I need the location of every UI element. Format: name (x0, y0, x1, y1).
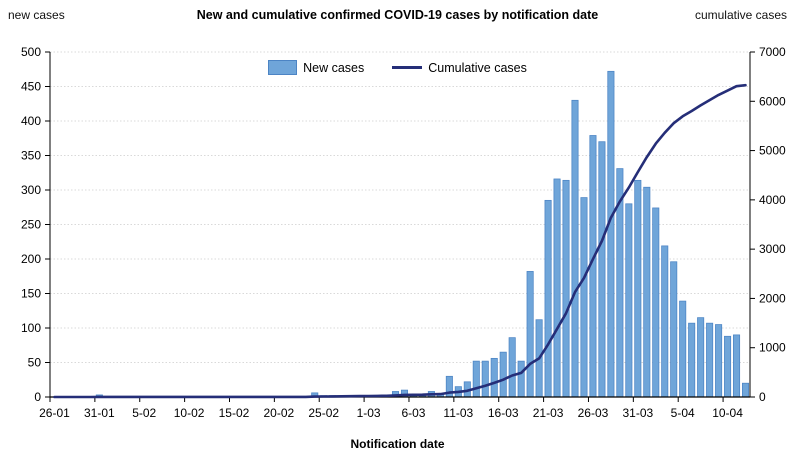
new-cases-bar (741, 382, 750, 398)
right-axis-tick-label: 0 (759, 390, 766, 404)
legend-label-new-cases: New cases (303, 60, 365, 75)
right-axis-tick-label: 1000 (759, 341, 786, 355)
x-axis-tick-label: 31-03 (622, 406, 653, 420)
x-axis-tick-label: 5-02 (132, 406, 156, 420)
x-axis-tick-label: 1-03 (357, 406, 381, 420)
left-axis-tick-label: 300 (21, 183, 41, 197)
legend-item-cumulative: Cumulative cases (392, 61, 527, 75)
new-cases-bar (526, 271, 534, 398)
new-cases-bar (625, 203, 633, 398)
left-axis-tick-label: 400 (21, 114, 41, 128)
new-cases-bar (706, 322, 714, 398)
x-axis-tick-label: 26-03 (578, 406, 609, 420)
x-axis-tick-label: 21-03 (533, 406, 564, 420)
new-cases-bar (670, 261, 678, 398)
x-axis-tick-label: 26-01 (39, 406, 70, 420)
x-axis-tick-label: 25-02 (308, 406, 339, 420)
new-cases-bar (607, 70, 615, 398)
new-cases-bar (643, 186, 651, 398)
chart-legend: New cases Cumulative cases (0, 60, 795, 75)
left-axis-tick-label: 500 (21, 45, 41, 59)
new-cases-bar (580, 197, 588, 398)
new-cases-bar (490, 357, 498, 398)
new-cases-bar (697, 317, 705, 398)
left-axis-tick-label: 250 (21, 218, 41, 232)
cumulative-cases-line (53, 83, 747, 399)
left-axis-tick-label: 450 (21, 80, 41, 94)
legend-item-new-cases: New cases (268, 60, 364, 75)
new-cases-bar (571, 99, 579, 398)
x-axis-tick-label: 31-01 (84, 406, 115, 420)
new-cases-bar (661, 245, 669, 398)
new-cases-bar (481, 360, 489, 398)
right-axis-tick-label: 4000 (759, 193, 786, 207)
left-axis-tick-label: 200 (21, 252, 41, 266)
new-cases-bar (544, 199, 552, 398)
chart-title: New and cumulative confirmed COVID-19 ca… (196, 8, 599, 22)
new-cases-bar (652, 207, 660, 398)
left-axis-tick-label: 100 (21, 321, 41, 335)
x-axis-title: Notification date (350, 437, 445, 451)
cumulative-line-swatch-icon (392, 66, 423, 69)
x-axis-tick-label: 16-03 (488, 406, 519, 420)
right-axis-tick-label: 3000 (759, 242, 786, 256)
left-axis-tick-label: 150 (21, 287, 41, 301)
right-axis-tick-label: 6000 (759, 94, 786, 108)
new-cases-bar (679, 300, 687, 398)
x-axis-tick-label: 5-04 (671, 406, 695, 420)
new-cases-bar (553, 178, 561, 398)
legend-label-cumulative: Cumulative cases (428, 60, 527, 75)
right-axis-tick-label: 2000 (759, 291, 786, 305)
new-cases-bar (598, 141, 606, 398)
x-axis-tick-label: 15-02 (219, 406, 250, 420)
new-cases-bar (634, 179, 642, 398)
new-cases-bar (715, 324, 723, 398)
new-cases-bar (499, 351, 507, 398)
left-axis-tick-label: 50 (28, 356, 42, 370)
x-axis-tick-label: 10-04 (712, 406, 743, 420)
new-cases-bar (562, 179, 570, 398)
new-cases-bar (508, 337, 516, 398)
x-axis-tick-label: 20-02 (263, 406, 294, 420)
new-cases-bar (688, 322, 696, 398)
x-axis-tick-label: 11-03 (443, 406, 473, 420)
left-axis-units-label: new cases (8, 8, 65, 22)
new-cases-bar (733, 334, 741, 398)
new-cases-bar (724, 335, 732, 398)
x-axis-tick-label: 6-03 (401, 406, 425, 420)
right-axis-tick-label: 7000 (759, 45, 786, 59)
left-axis-tick-label: 350 (21, 149, 41, 163)
left-axis-tick-label: 0 (34, 390, 41, 404)
new-cases-bar (472, 360, 480, 398)
x-axis-tick-label: 10-02 (174, 406, 205, 420)
right-axis-tick-label: 5000 (759, 144, 786, 158)
new-cases-bar (517, 360, 525, 398)
right-axis-units-label: cumulative cases (694, 8, 787, 22)
new-cases-swatch-icon (268, 60, 298, 75)
